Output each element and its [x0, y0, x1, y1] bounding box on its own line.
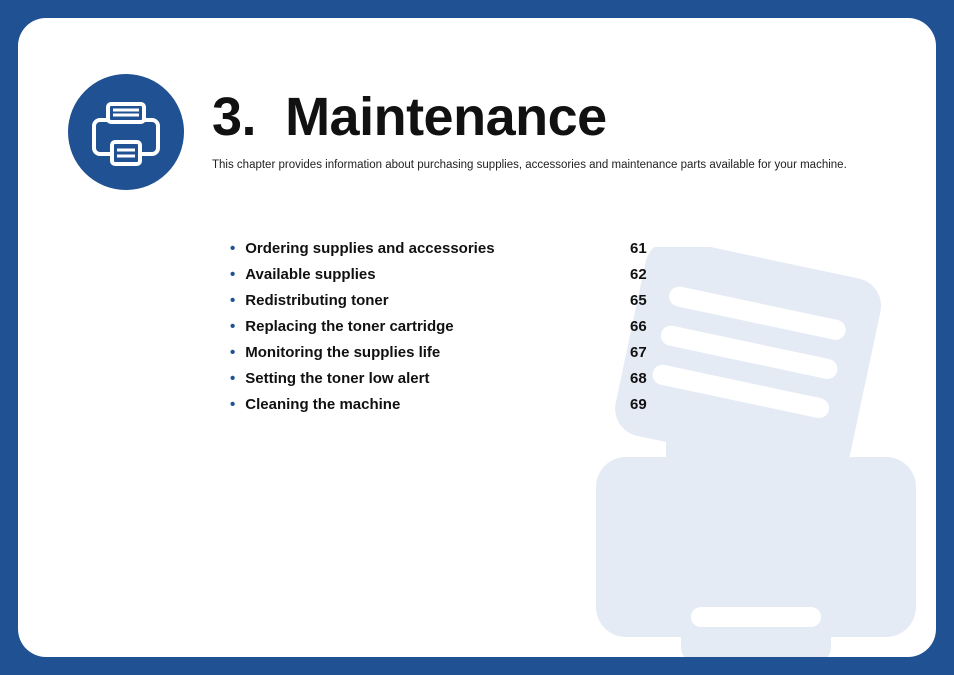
toc-item[interactable]: • Available supplies 62 [230, 266, 670, 283]
toc-item[interactable]: • Redistributing toner 65 [230, 292, 670, 309]
toc-item[interactable]: • Ordering supplies and accessories 61 [230, 240, 670, 257]
toc-page: 62 [630, 266, 670, 283]
toc-page: 69 [630, 396, 670, 413]
toc-label: Ordering supplies and accessories [245, 240, 630, 257]
toc-item[interactable]: • Setting the toner low alert 68 [230, 370, 670, 387]
toc-label: Available supplies [245, 266, 630, 283]
bullet-icon: • [230, 267, 235, 282]
toc-label: Redistributing toner [245, 292, 630, 309]
chapter-header: 3. Maintenance This chapter provides inf… [68, 68, 876, 190]
toc-label: Replacing the toner cartridge [245, 318, 630, 335]
title-block: 3. Maintenance This chapter provides inf… [212, 68, 876, 174]
bullet-icon: • [230, 293, 235, 308]
toc-label: Cleaning the machine [245, 396, 630, 413]
toc-label: Monitoring the supplies life [245, 344, 630, 361]
toc-page: 66 [630, 318, 670, 335]
table-of-contents: • Ordering supplies and accessories 61 •… [230, 240, 670, 422]
toc-page: 61 [630, 240, 670, 257]
bullet-icon: • [230, 371, 235, 386]
chapter-description: This chapter provides information about … [212, 158, 852, 174]
toc-item[interactable]: • Cleaning the machine 69 [230, 396, 670, 413]
chapter-title: 3. Maintenance [212, 86, 876, 148]
toc-item[interactable]: • Replacing the toner cartridge 66 [230, 318, 670, 335]
bullet-icon: • [230, 345, 235, 360]
toc-item[interactable]: • Monitoring the supplies life 67 [230, 344, 670, 361]
printer-icon [68, 74, 184, 190]
toc-page: 65 [630, 292, 670, 309]
toc-label: Setting the toner low alert [245, 370, 630, 387]
page-card: 3. Maintenance This chapter provides inf… [18, 18, 936, 657]
toc-page: 68 [630, 370, 670, 387]
toc-page: 67 [630, 344, 670, 361]
chapter-number: 3. [212, 87, 256, 147]
bullet-icon: • [230, 319, 235, 334]
chapter-title-text: Maintenance [285, 87, 607, 147]
bullet-icon: • [230, 241, 235, 256]
bullet-icon: • [230, 397, 235, 412]
